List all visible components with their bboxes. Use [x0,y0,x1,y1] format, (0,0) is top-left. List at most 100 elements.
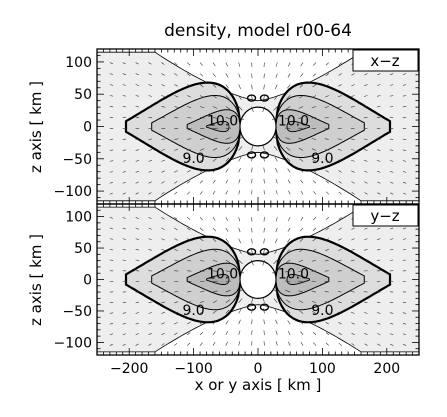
velocity-arrow [239,309,241,313]
velocity-arrow [313,228,316,231]
y-tick-label-top: −50 [62,152,92,168]
velocity-arrow [252,319,253,324]
velocity-arrow [239,63,240,67]
velocity-arrow [239,85,241,89]
y-tick-label-top: 50 [74,87,92,103]
velocity-arrow [200,74,203,77]
x-tick-label: 200 [373,361,400,377]
contour-label-bottom-3: 9.0 [311,303,333,319]
velocity-arrow [226,331,228,335]
velocity-arrow [213,63,215,66]
velocity-arrow [239,342,240,346]
velocity-arrow [301,63,303,66]
x-tick-label: −100 [174,361,212,377]
velocity-arrow [276,74,278,78]
velocity-arrow [288,169,291,173]
velocity-arrow [275,85,277,89]
velocity-arrow [200,181,203,184]
velocity-arrow [326,217,329,219]
velocity-arrow [264,74,265,79]
velocity-arrow [276,168,278,172]
velocity-arrow [200,332,203,335]
velocity-arrow [239,179,240,183]
contour-label-top-1: 10.0 [278,113,309,129]
velocity-arrow [276,342,277,346]
velocity-arrow [239,168,241,172]
velocity-arrow [200,191,203,194]
x-axis-label: x or y axis [ km ] [195,376,322,394]
panel-bottom-label-box: y−z [353,205,418,226]
velocity-arrow [313,217,316,220]
velocity-arrow [313,181,316,184]
velocity-arrow [264,156,265,161]
velocity-arrow [252,85,253,90]
y-tick-label-bottom: 50 [74,241,92,257]
velocity-arrow [187,343,190,346]
velocity-arrow [313,191,316,194]
panel-top-ylabel: z axis [ km ] [27,81,45,173]
velocity-arrow [239,157,241,161]
velocity-arrow [301,332,304,335]
velocity-arrow [276,179,277,183]
velocity-arrow [174,343,177,345]
velocity-arrow [276,228,278,232]
velocity-arrow [213,217,215,220]
velocity-arrow [187,181,190,183]
contour-label-top-3: 9.0 [311,151,333,167]
velocity-arrow [287,85,290,89]
velocity-arrow [288,342,290,346]
chart-title: density, model r00-64 [164,21,352,41]
velocity-arrow [276,331,277,335]
velocity-arrow [213,180,216,183]
velocity-arrow [213,342,215,345]
velocity-arrow [275,309,277,313]
velocity-arrow [252,156,253,161]
velocity-arrow [288,191,290,195]
velocity-arrow [288,331,290,335]
velocity-arrow [226,342,228,346]
velocity-arrow [313,343,316,346]
contour-label-bottom-0: 10.0 [207,266,238,282]
core-region-bottom [240,261,276,299]
velocity-arrow [264,168,265,173]
velocity-arrow [288,74,290,78]
panel-bottom-ylabel: z axis [ km ] [27,234,45,326]
velocity-arrow [339,343,342,345]
velocity-arrow [226,85,229,89]
velocity-arrow [288,228,290,232]
velocity-arrow [301,217,303,220]
velocity-arrow [226,321,229,325]
contour-label-top-0: 10.0 [207,113,238,129]
velocity-arrow [313,332,316,335]
velocity-arrow [174,192,177,194]
velocity-arrow [252,330,253,334]
velocity-arrow [264,239,265,244]
velocity-arrow [187,217,190,219]
y-tick-label-top: 100 [65,55,92,71]
velocity-arrow [326,343,329,346]
velocity-arrow [326,181,329,183]
velocity-arrow [239,228,241,232]
velocity-arrow [275,239,277,243]
velocity-arrow [313,74,316,77]
y-tick-label-top: −100 [54,184,92,200]
velocity-arrow [239,331,240,335]
velocity-arrow [288,217,290,221]
velocity-arrow [213,191,215,194]
y-tick-label-bottom: 0 [83,273,92,289]
x-tick-label: 0 [254,361,263,377]
velocity-arrow [301,180,304,183]
velocity-arrow [239,320,241,324]
velocity-arrow [301,191,303,194]
y-tick-label-top: 0 [83,120,92,136]
velocity-arrow [187,333,190,335]
velocity-arrow [339,192,342,194]
velocity-arrow [288,321,291,325]
panel-top-label: x−z [370,52,399,70]
y-tick-label-bottom: −100 [54,335,92,351]
velocity-arrow [226,217,228,221]
